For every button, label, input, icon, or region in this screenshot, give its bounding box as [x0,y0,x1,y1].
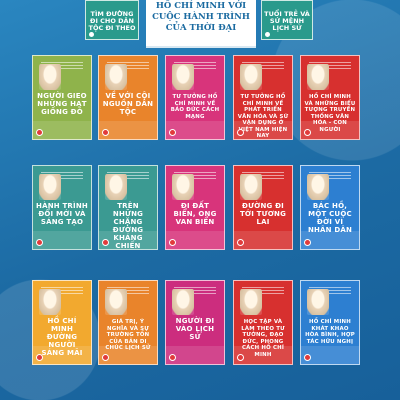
cover-footer [33,346,91,364]
publisher-badge-icon [237,239,244,246]
book-cover[interactable]: ĐI ĐẤT BIỂN, ONG VAN BIỂN [165,165,225,250]
publisher-badge-icon [304,239,311,246]
top-left-book-title: TÌM ĐƯỜNG ĐI CHO DÂN TỘC ĐI THEO [88,10,136,32]
cover-footer [33,121,91,139]
header-lines [99,60,157,72]
book-cover[interactable]: NGƯỜI ĐI VÀO LỊCH SỬ [165,280,225,365]
portrait-image [307,174,329,200]
book-cover[interactable]: ĐƯỜNG ĐI TỚI TƯƠNG LAI [233,165,293,250]
publisher-badge-icon [102,354,109,361]
book-title: VỀ VỚI CỘI NGUỒN DÂN TỘC [102,92,154,116]
book-cover[interactable]: TRÊN NHỮNG CHẶNG ĐƯỜNG KHÁNG CHIẾN [98,165,158,250]
portrait-image [307,64,329,90]
series-title-banner: HỒ CHÍ MINH VỚI CUỘC HÀNH TRÌNH CỦA THỜI… [146,0,256,48]
top-right-book-title: TUỔI TRẺ VÀ SỨ MỆNH LỊCH SỬ [264,10,310,32]
portrait-image [39,289,61,315]
publisher-badge-icon [102,239,109,246]
publisher-badge-icon [237,129,244,136]
book-title: GIÁ TRỊ, Ý NGHĨA VÀ SỰ TRƯỜNG TỒN CỦA BẢ… [105,319,151,351]
publisher-badge-icon [169,239,176,246]
cover-footer [33,231,91,249]
header-lines [301,285,359,297]
header-lines [301,170,359,182]
book-title: ĐƯỜNG ĐI TỚI TƯƠNG LAI [239,202,287,226]
header-lines [166,170,224,182]
header-lines [33,60,91,72]
header-lines [234,170,292,182]
header-lines [99,170,157,182]
book-cover[interactable]: GIÁ TRỊ, Ý NGHĨA VÀ SỰ TRƯỜNG TỒN CỦA BẢ… [98,280,158,365]
cover-footer [234,231,292,249]
portrait-image [105,64,127,90]
cover-footer [301,231,359,249]
header-lines [33,170,91,182]
publisher-badge-icon [169,354,176,361]
header-lines [234,285,292,297]
publisher-badge-icon [169,129,176,136]
cover-footer [166,121,224,139]
portrait-image [307,289,329,315]
header-lines [301,60,359,72]
top-left-book[interactable]: TÌM ĐƯỜNG ĐI CHO DÂN TỘC ĐI THEO [85,0,139,40]
publisher-badge-icon [304,354,311,361]
book-title: HỒ CHÍ MINH VÀ NHỮNG BIỂU TƯỢNG TRUYỀN T… [304,94,356,133]
cover-footer [166,346,224,364]
book-title: TƯ TƯỞNG HỒ CHÍ MINH VỀ BẢO ĐỨC CÁCH MẠN… [170,94,220,120]
publisher-badge-icon [102,129,109,136]
book-title: HỌC TẬP VÀ LÀM THEO TƯ TƯỞNG, ĐẠO ĐỨC, P… [241,319,285,358]
portrait-image [172,174,194,200]
cover-footer [301,346,359,364]
publisher-logo-icon [89,32,94,37]
header-lines [166,285,224,297]
book-title: NGƯỜI ĐI VÀO LỊCH SỬ [175,317,215,341]
top-right-book[interactable]: TUỔI TRẺ VÀ SỨ MỆNH LỊCH SỬ [261,0,313,40]
book-cover[interactable]: NGƯỜI GIEO NHỮNG HẠT GIỐNG ĐỎ [32,55,92,140]
book-cover[interactable]: HỒ CHÍ MINH VÀ NHỮNG BIỂU TƯỢNG TRUYỀN T… [300,55,360,140]
cover-footer [99,231,157,249]
publisher-badge-icon [36,354,43,361]
cover-footer [166,231,224,249]
book-cover[interactable]: HỒ CHÍ MINH KHÁT KHAO HÒA BÌNH, HỢP TÁC … [300,280,360,365]
header-lines [234,60,292,72]
portrait-image [172,289,194,315]
portrait-image [105,174,127,200]
header-lines [166,60,224,72]
portrait-image [39,174,61,200]
book-title: HỒ CHÍ MINH KHÁT KHAO HÒA BÌNH, HỢP TÁC … [305,319,355,345]
book-title: ĐI ĐẤT BIỂN, ONG VAN BIỂN [173,202,217,226]
book-title: NGƯỜI GIEO NHỮNG HẠT GIỐNG ĐỎ [37,92,87,116]
cover-footer [99,121,157,139]
portrait-image [172,64,194,90]
book-cover[interactable]: TƯ TƯỞNG HỒ CHÍ MINH VỀ BẢO ĐỨC CÁCH MẠN… [165,55,225,140]
book-title: BÁC HỒ, MỘT CUỘC ĐỜI VÌ NHÂN DÂN [307,202,353,234]
publisher-badge-icon [304,129,311,136]
header-lines [99,285,157,297]
publisher-badge-icon [36,239,43,246]
publisher-badge-icon [237,354,244,361]
publisher-logo-icon [265,32,270,37]
header-lines [33,285,91,297]
book-title: TRÊN NHỮNG CHẶNG ĐƯỜNG KHÁNG CHIẾN [112,202,144,250]
portrait-image [105,289,127,315]
cover-footer [301,121,359,139]
book-cover[interactable]: HỌC TẬP VÀ LÀM THEO TƯ TƯỞNG, ĐẠO ĐỨC, P… [233,280,293,365]
cover-footer [99,346,157,364]
cover-footer [234,346,292,364]
top-strip: TÌM ĐƯỜNG ĐI CHO DÂN TỘC ĐI THEO HỒ CHÍ … [0,0,400,52]
portrait-image [240,174,262,200]
book-cover[interactable]: TƯ TƯỞNG HỒ CHÍ MINH VỀ PHÁT TRIỂN VĂN H… [233,55,293,140]
book-cover[interactable]: VỀ VỚI CỘI NGUỒN DÂN TỘC [98,55,158,140]
publisher-badge-icon [36,129,43,136]
portrait-image [240,64,262,90]
book-cover[interactable]: BÁC HỒ, MỘT CUỘC ĐỜI VÌ NHÂN DÂN [300,165,360,250]
portrait-image [240,289,262,315]
cover-footer [234,121,292,139]
book-cover[interactable]: HÀNH TRÌNH ĐỔI MỚI VÀ SÁNG TẠO [32,165,92,250]
series-title: HỒ CHÍ MINH VỚI CUỘC HÀNH TRÌNH CỦA THỜI… [152,1,250,33]
book-cover[interactable]: HỒ CHÍ MINH ĐƯỜNG NGƯỜI SÁNG MÃI [32,280,92,365]
book-title: TƯ TƯỞNG HỒ CHÍ MINH VỀ PHÁT TRIỂN VĂN H… [237,94,289,139]
book-title: HỒ CHÍ MINH ĐƯỜNG NGƯỜI SÁNG MÃI [41,317,83,357]
book-title: HÀNH TRÌNH ĐỔI MỚI VÀ SÁNG TẠO [36,202,88,226]
portrait-image [39,64,61,90]
